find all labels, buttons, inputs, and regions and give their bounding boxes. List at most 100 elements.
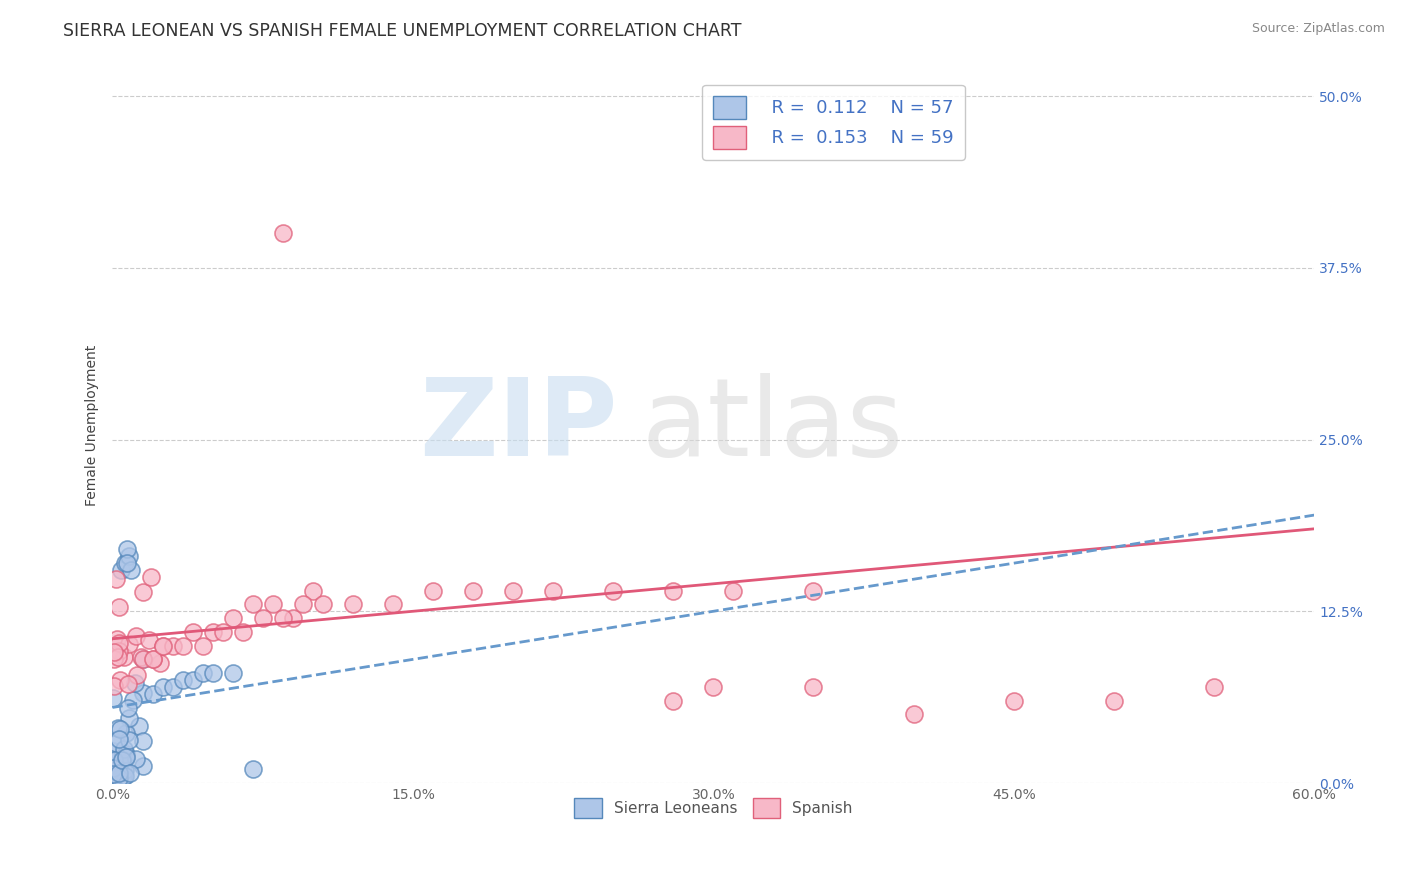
- Point: [114, 556, 136, 570]
- Point: [132, 585, 155, 599]
- Point: [108, 673, 131, 688]
- Point: [903, 707, 925, 722]
- Point: [103, 744, 125, 758]
- Point: [201, 624, 224, 639]
- Point: [541, 583, 564, 598]
- Point: [114, 769, 136, 783]
- Point: [108, 636, 131, 650]
- Point: [723, 583, 745, 598]
- Point: [107, 644, 129, 658]
- Point: [149, 656, 172, 670]
- Point: [181, 673, 204, 687]
- Point: [105, 632, 128, 646]
- Point: [301, 583, 323, 598]
- Point: [138, 632, 160, 647]
- Point: [131, 652, 153, 666]
- Point: [110, 755, 132, 769]
- Point: [104, 572, 127, 586]
- Point: [152, 639, 174, 653]
- Point: [117, 733, 139, 747]
- Point: [111, 747, 134, 761]
- Point: [162, 639, 184, 653]
- Point: [108, 766, 131, 780]
- Point: [124, 676, 146, 690]
- Text: ZIP: ZIP: [419, 373, 617, 479]
- Point: [112, 649, 135, 664]
- Point: [112, 769, 135, 783]
- Point: [1202, 680, 1225, 694]
- Point: [141, 652, 163, 666]
- Point: [281, 611, 304, 625]
- Point: [112, 760, 135, 774]
- Point: [103, 753, 125, 767]
- Point: [117, 700, 139, 714]
- Text: Source: ZipAtlas.com: Source: ZipAtlas.com: [1251, 22, 1385, 36]
- Point: [128, 719, 150, 733]
- Point: [103, 645, 125, 659]
- Point: [211, 624, 233, 639]
- Point: [131, 733, 153, 747]
- Point: [105, 772, 128, 787]
- Point: [1102, 693, 1125, 707]
- Point: [105, 736, 128, 750]
- Point: [103, 691, 125, 706]
- Point: [252, 611, 274, 625]
- Point: [125, 629, 148, 643]
- Point: [232, 624, 254, 639]
- Point: [662, 583, 685, 598]
- Point: [117, 677, 139, 691]
- Point: [262, 598, 284, 612]
- Point: [191, 666, 214, 681]
- Point: [118, 711, 141, 725]
- Point: [117, 549, 139, 564]
- Point: [141, 687, 163, 701]
- Point: [103, 767, 125, 781]
- Text: atlas: atlas: [641, 373, 903, 479]
- Point: [112, 770, 135, 784]
- Point: [103, 679, 125, 693]
- Point: [162, 680, 184, 694]
- Point: [115, 750, 138, 764]
- Point: [381, 598, 404, 612]
- Point: [103, 761, 125, 775]
- Point: [342, 598, 364, 612]
- Point: [201, 666, 224, 681]
- Point: [108, 599, 131, 614]
- Point: [129, 650, 152, 665]
- Point: [118, 637, 141, 651]
- Point: [461, 583, 484, 598]
- Point: [114, 763, 136, 777]
- Point: [105, 753, 128, 767]
- Point: [271, 611, 294, 625]
- Point: [103, 771, 125, 785]
- Point: [125, 752, 148, 766]
- Point: [131, 685, 153, 699]
- Point: [108, 722, 131, 736]
- Point: [152, 639, 174, 653]
- Point: [181, 624, 204, 639]
- Point: [221, 611, 243, 625]
- Point: [131, 652, 153, 666]
- Point: [110, 755, 132, 769]
- Point: [141, 570, 163, 584]
- Point: [107, 649, 129, 664]
- Point: [271, 227, 294, 241]
- Point: [115, 556, 138, 570]
- Point: [312, 598, 335, 612]
- Point: [122, 693, 145, 707]
- Point: [103, 652, 125, 666]
- Point: [502, 583, 524, 598]
- Point: [120, 563, 142, 577]
- Point: [702, 680, 724, 694]
- Y-axis label: Female Unemployment: Female Unemployment: [86, 345, 100, 507]
- Point: [107, 772, 129, 786]
- Point: [115, 725, 138, 739]
- Point: [291, 598, 314, 612]
- Point: [803, 583, 825, 598]
- Point: [104, 765, 127, 780]
- Point: [662, 693, 685, 707]
- Point: [108, 732, 131, 747]
- Point: [172, 673, 194, 687]
- Legend: Sierra Leoneans, Spanish: Sierra Leoneans, Spanish: [567, 790, 860, 825]
- Point: [110, 563, 132, 577]
